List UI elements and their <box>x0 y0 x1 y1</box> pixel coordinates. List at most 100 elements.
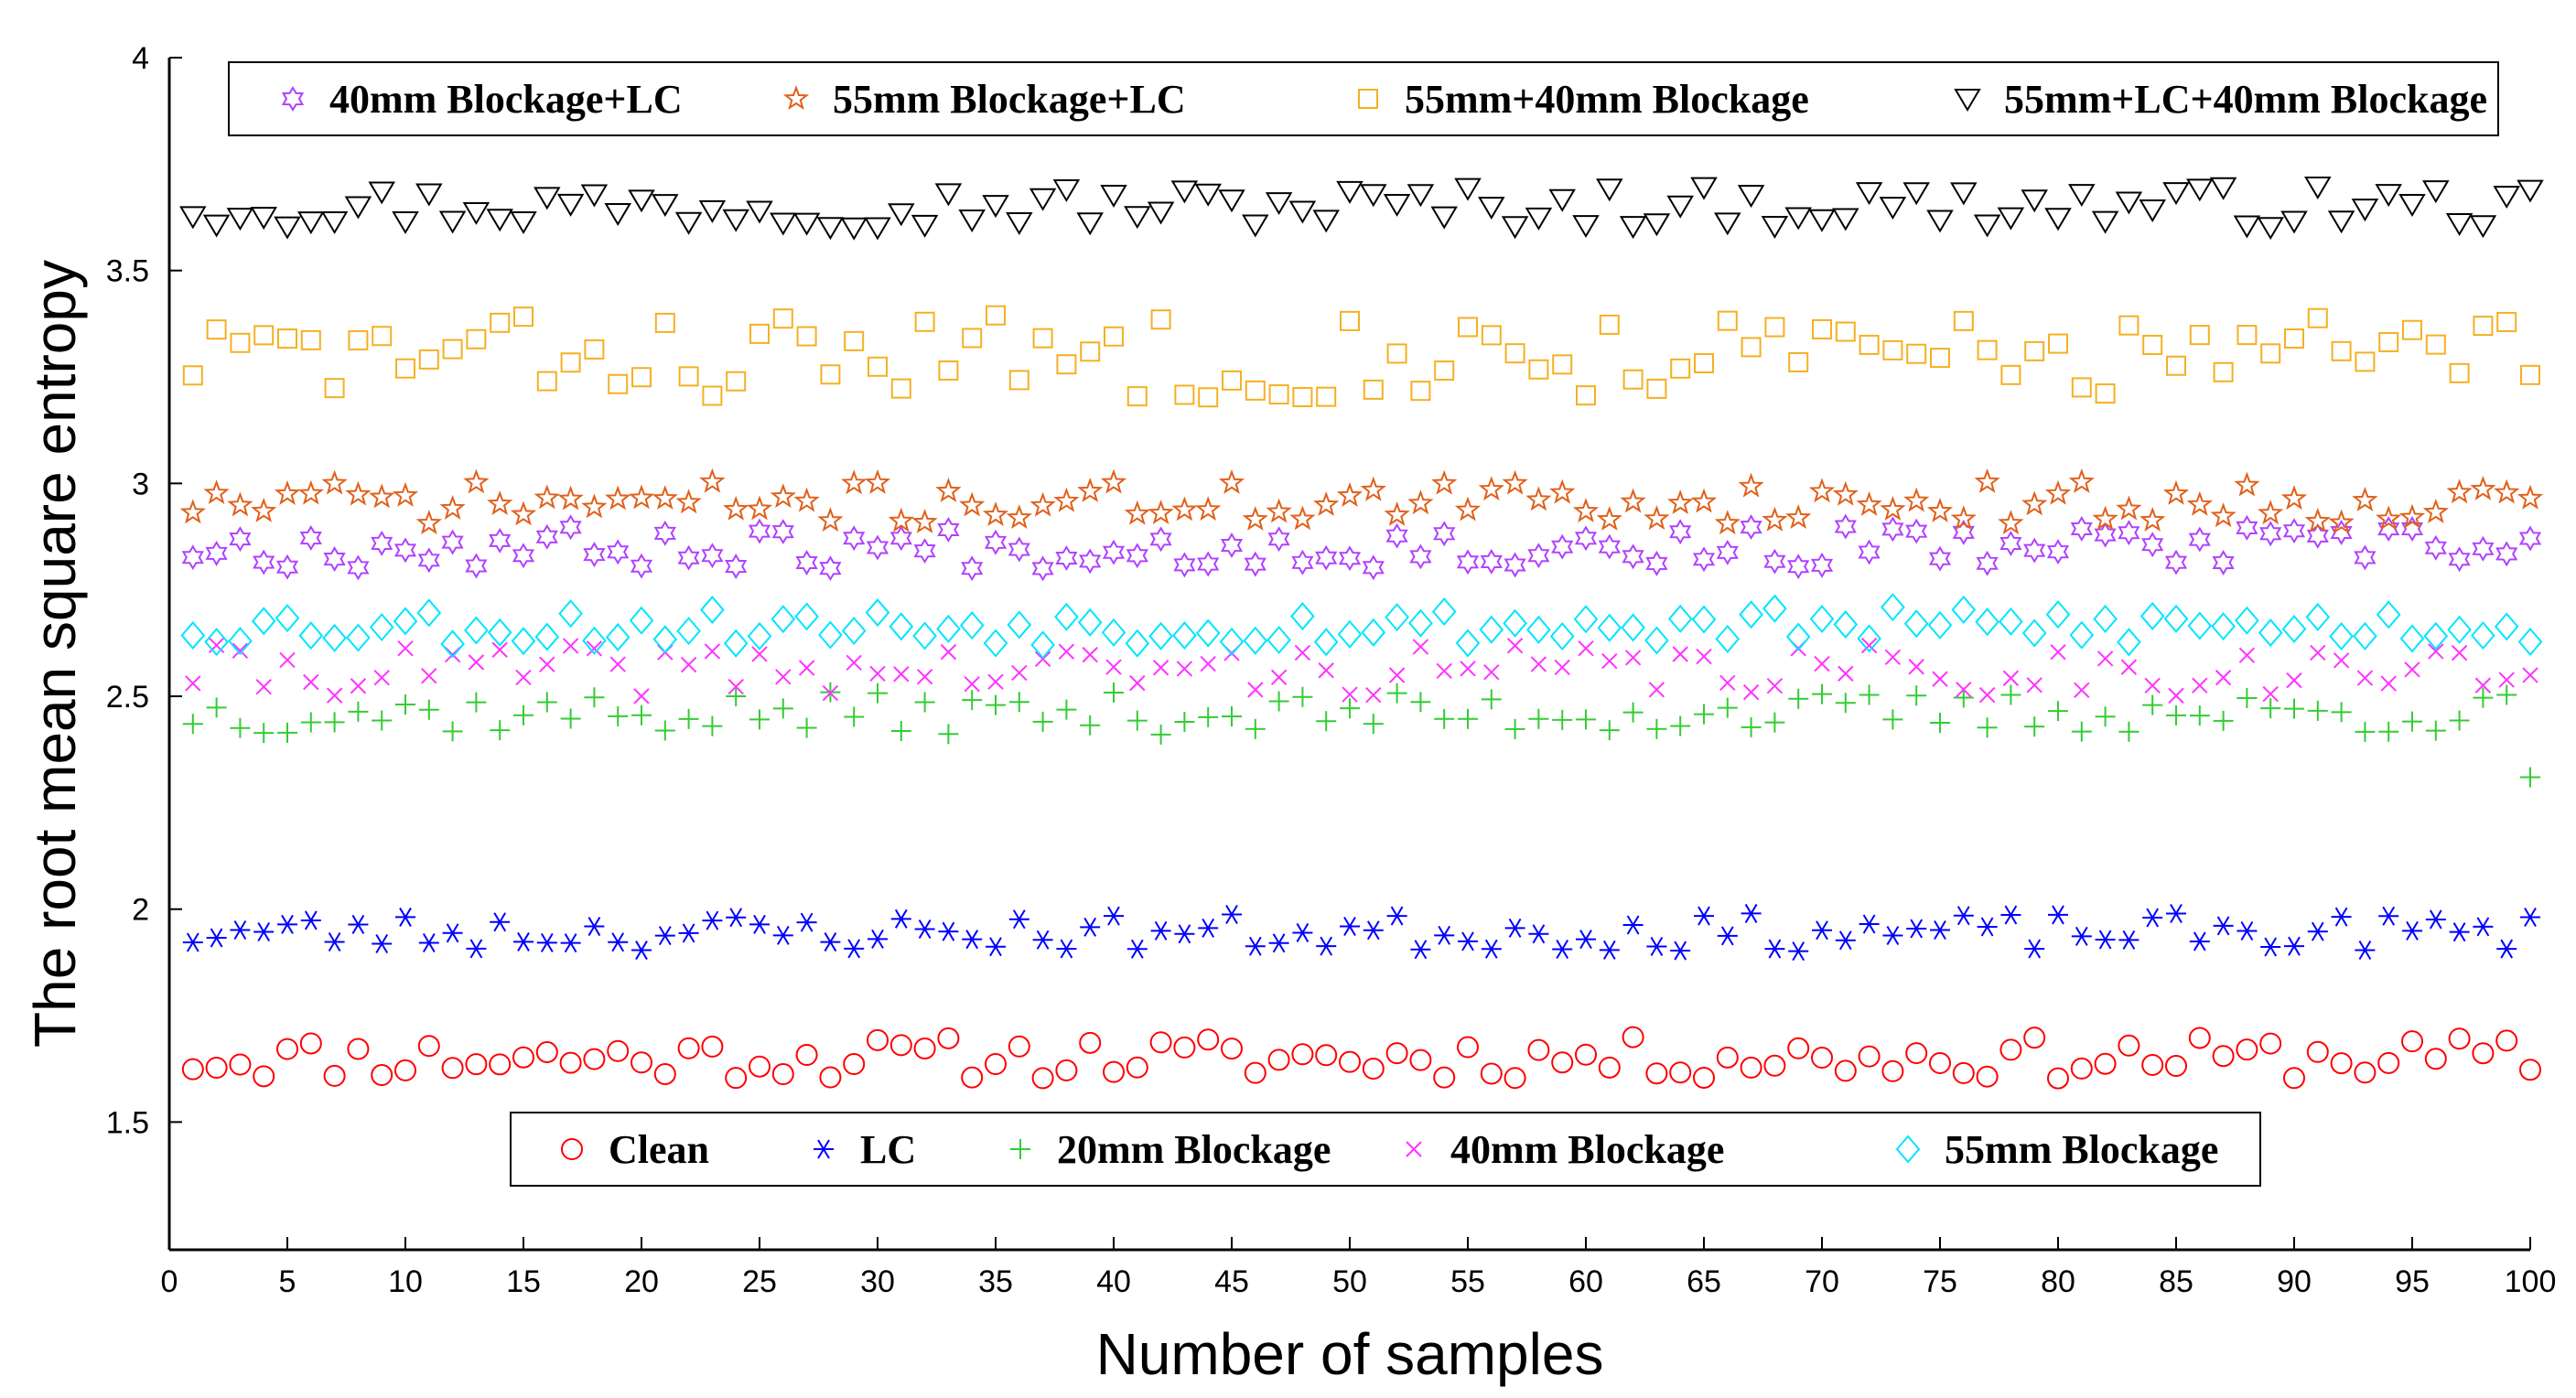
data-point <box>1741 716 1762 737</box>
data-point <box>793 487 820 512</box>
data-point <box>438 210 467 234</box>
data-point <box>1265 192 1293 216</box>
data-point <box>253 921 275 942</box>
data-point <box>350 678 367 694</box>
data-point <box>1835 693 1856 714</box>
data-point <box>202 214 231 238</box>
data-point <box>2023 1027 2046 1049</box>
data-point <box>1148 621 1173 651</box>
data-point <box>2520 907 2540 927</box>
data-point <box>418 933 439 953</box>
data-point <box>203 479 230 505</box>
data-point <box>2375 184 2402 208</box>
data-point <box>393 607 418 636</box>
data-point <box>702 910 723 930</box>
data-point <box>1386 906 1407 926</box>
data-point <box>1011 664 1028 682</box>
data-point <box>984 529 1008 555</box>
data-point <box>726 686 747 707</box>
data-point <box>775 669 792 685</box>
data-point <box>2213 710 2234 731</box>
data-point <box>2189 705 2210 726</box>
data-point <box>1785 504 1812 530</box>
data-point <box>2307 921 2328 941</box>
data-point <box>421 668 437 684</box>
data-point <box>1549 621 1575 651</box>
data-point <box>1714 510 1741 535</box>
data-point <box>1288 200 1317 224</box>
data-point <box>345 480 372 506</box>
data-point <box>1174 711 1195 732</box>
data-point <box>652 625 678 654</box>
data-point <box>1648 682 1665 698</box>
data-point <box>1076 212 1104 236</box>
data-point <box>1195 618 1221 648</box>
data-point <box>562 638 579 654</box>
data-point <box>1244 1061 1266 1084</box>
data-point <box>369 483 395 509</box>
data-point <box>749 709 770 730</box>
data-point <box>2472 1042 2495 1065</box>
data-point <box>1645 550 1668 576</box>
data-point <box>2307 307 2328 328</box>
data-point <box>1788 351 1809 372</box>
legend-label: 20mm Blockage <box>1057 1127 1331 1172</box>
data-point <box>888 507 914 532</box>
data-point <box>556 193 585 217</box>
data-point <box>2473 917 2494 937</box>
data-point <box>608 705 629 726</box>
legend-label: 55mm Blockage <box>1945 1127 2218 1172</box>
data-point <box>1100 184 1127 208</box>
data-point <box>2120 659 2138 675</box>
data-point <box>1552 709 1573 730</box>
data-point <box>1974 468 2000 493</box>
data-point <box>490 312 511 333</box>
data-point <box>560 933 581 953</box>
data-point <box>441 529 464 555</box>
data-point <box>298 621 324 651</box>
data-point <box>1363 379 1384 400</box>
data-point <box>2259 1032 2282 1055</box>
data-point <box>297 211 325 235</box>
data-point <box>2189 325 2210 346</box>
legend-marker <box>1406 1141 1422 1157</box>
data-point <box>2071 926 2092 946</box>
data-point <box>586 640 603 657</box>
data-point <box>1270 669 1288 685</box>
y-tick-label: 2.5 <box>106 680 149 715</box>
legend-label: LC <box>860 1127 916 1172</box>
data-point <box>205 1056 228 1079</box>
data-point <box>1527 543 1550 569</box>
data-point <box>2166 904 2186 924</box>
data-point <box>1031 1067 1054 1090</box>
data-point <box>1833 610 1859 640</box>
data-point <box>372 934 393 954</box>
data-point <box>1222 904 1242 925</box>
data-point <box>2378 906 2399 926</box>
data-point <box>1454 496 1482 522</box>
data-point <box>1458 931 1478 952</box>
data-point <box>654 312 675 333</box>
data-point <box>1006 212 1033 235</box>
data-point <box>229 526 252 553</box>
data-point <box>2398 503 2426 529</box>
data-point <box>206 319 227 340</box>
data-point <box>1667 489 1694 515</box>
data-point <box>2517 179 2544 203</box>
data-point <box>938 360 959 381</box>
data-point <box>1385 603 1409 632</box>
data-point <box>2235 606 2259 635</box>
data-point <box>2284 698 2304 719</box>
data-point <box>794 602 819 631</box>
data-point <box>983 629 1008 658</box>
data-point <box>1599 314 1620 335</box>
data-point <box>2327 210 2355 234</box>
data-point <box>1222 706 1242 727</box>
data-point <box>2425 334 2446 355</box>
data-point <box>2166 704 2186 726</box>
data-point <box>1690 488 1718 513</box>
data-point <box>609 656 626 672</box>
x-tick-label: 95 <box>2395 1264 2430 1299</box>
data-point <box>818 620 843 650</box>
